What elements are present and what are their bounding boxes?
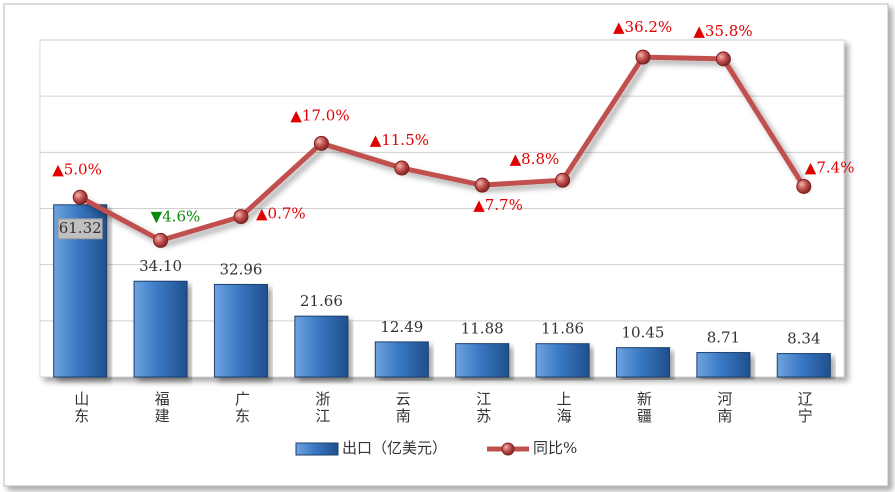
line-value-label: ▲17.0% xyxy=(290,106,349,124)
bar-value-label: 11.88 xyxy=(461,320,504,338)
legend-swatch xyxy=(501,442,515,456)
bar-value-label: 8.71 xyxy=(707,329,740,347)
label-box xyxy=(57,218,103,240)
line-value-label: ▼4.6% xyxy=(151,207,201,225)
line-point xyxy=(635,49,651,65)
bar xyxy=(374,341,429,378)
x-tick-label: 云南 xyxy=(394,391,412,425)
bar xyxy=(696,352,751,378)
line-point xyxy=(72,189,88,205)
line-point xyxy=(715,51,731,67)
legend-label: 同比% xyxy=(533,439,577,457)
bar-value-label: 34.10 xyxy=(139,257,182,275)
x-tick-label: 浙江 xyxy=(313,391,331,425)
legend-label: 出口（亿美元） xyxy=(342,439,447,457)
line-point xyxy=(796,178,812,194)
bar xyxy=(455,343,510,378)
bar xyxy=(615,347,671,378)
line-point xyxy=(313,135,329,151)
x-tick-label: 福建 xyxy=(153,391,171,425)
x-tick-label: 新疆 xyxy=(635,391,653,425)
x-tick-label: 河南 xyxy=(715,391,733,425)
bar-value-label: 32.96 xyxy=(220,260,263,278)
bar xyxy=(294,315,349,378)
x-tick-label: 上海 xyxy=(555,391,573,425)
line-value-label: ▲7.4% xyxy=(805,158,855,176)
x-tick-label: 江苏 xyxy=(474,391,492,425)
line-value-label: ▲36.2% xyxy=(613,18,672,36)
line xyxy=(79,54,806,243)
line-value-label: ▲35.8% xyxy=(693,22,752,40)
bar-value-label: 61.32 xyxy=(59,219,102,237)
bar-value-label: 8.34 xyxy=(787,330,820,348)
bar-value-label: 10.45 xyxy=(622,324,665,342)
line-point xyxy=(474,177,490,193)
bar xyxy=(776,353,831,378)
line-point xyxy=(153,232,169,248)
bar xyxy=(133,280,188,378)
line-point xyxy=(233,209,249,225)
bar xyxy=(213,283,269,378)
x-tick-label: 山东 xyxy=(72,391,90,425)
line-value-label: ▲7.7% xyxy=(473,196,523,214)
line-value-label: ▲8.8% xyxy=(510,150,560,168)
bar xyxy=(535,343,590,378)
line-value-label: ▲5.0% xyxy=(52,160,102,178)
line-point xyxy=(555,172,571,188)
bar-value-label: 11.86 xyxy=(541,320,584,338)
x-tick-label: 广东 xyxy=(233,391,251,425)
x-tick-label: 辽宁 xyxy=(796,391,814,425)
line-value-label: ▲11.5% xyxy=(370,131,429,149)
bar-value-label: 21.66 xyxy=(300,292,343,310)
legend-swatch xyxy=(295,442,339,456)
line-point xyxy=(394,160,410,176)
line-value-label: ▲0.7% xyxy=(256,205,306,223)
bar-value-label: 12.49 xyxy=(380,318,423,336)
